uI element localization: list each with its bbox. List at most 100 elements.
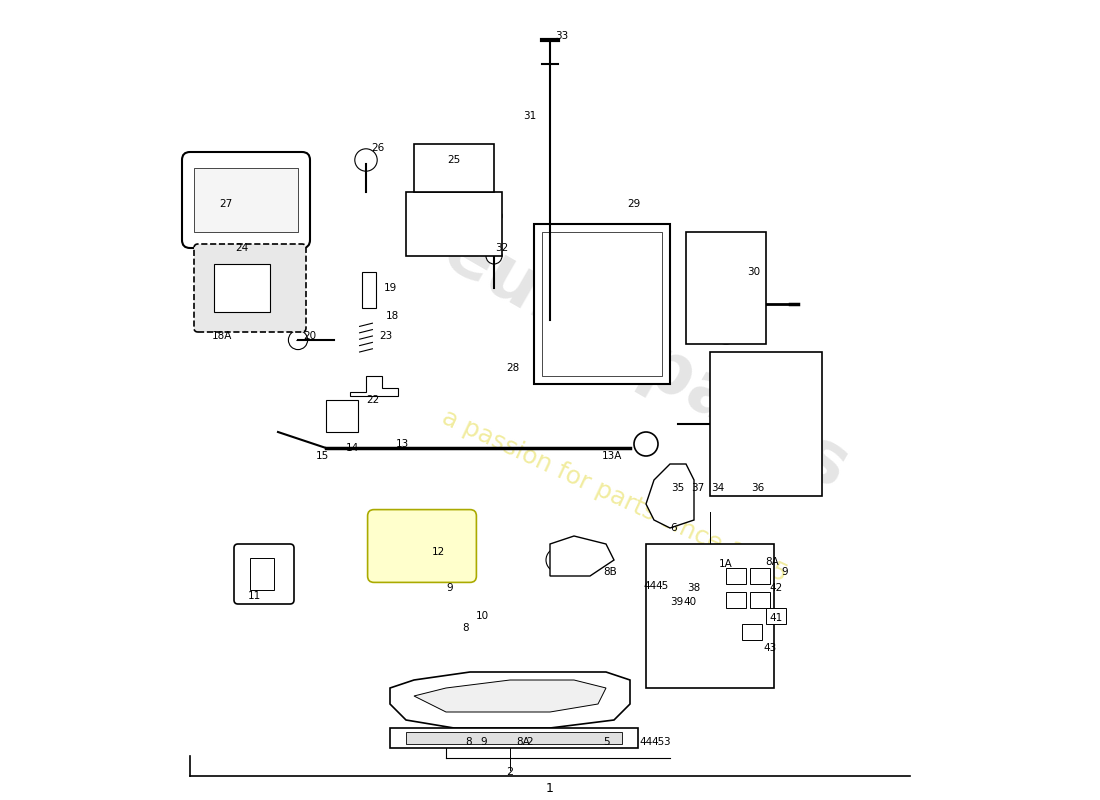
Text: 40: 40	[683, 597, 696, 606]
Bar	[766, 608, 786, 624]
Polygon shape	[390, 672, 630, 728]
Text: 13A: 13A	[602, 451, 623, 461]
Text: 45: 45	[656, 581, 669, 590]
Circle shape	[730, 571, 740, 581]
Text: 19: 19	[384, 283, 397, 293]
Bar	[390, 728, 638, 748]
Text: 35: 35	[671, 483, 684, 493]
Bar	[250, 558, 274, 590]
Text: 9: 9	[447, 583, 453, 593]
Text: 9: 9	[781, 567, 788, 577]
Text: 36: 36	[751, 483, 764, 493]
Circle shape	[710, 264, 742, 296]
Circle shape	[742, 640, 758, 656]
Text: 38: 38	[688, 583, 701, 593]
Text: 20: 20	[304, 331, 317, 341]
Text: 2: 2	[527, 737, 534, 746]
Circle shape	[798, 368, 814, 384]
Text: 44: 44	[644, 581, 657, 590]
Polygon shape	[414, 680, 606, 712]
Circle shape	[755, 595, 764, 605]
Bar	[414, 144, 494, 192]
Text: 30: 30	[747, 267, 760, 277]
Text: 23: 23	[379, 331, 393, 341]
Circle shape	[798, 464, 814, 480]
Circle shape	[554, 324, 578, 348]
Text: 24: 24	[235, 243, 249, 253]
Text: 45: 45	[651, 737, 664, 746]
Circle shape	[604, 694, 624, 714]
Text: 41: 41	[770, 613, 783, 622]
Text: 44: 44	[639, 737, 652, 746]
Bar	[542, 232, 662, 376]
Bar	[710, 352, 822, 496]
FancyBboxPatch shape	[182, 152, 310, 248]
Text: 8: 8	[465, 737, 472, 746]
Circle shape	[730, 595, 740, 605]
Polygon shape	[646, 464, 694, 528]
Bar	[750, 592, 770, 608]
Text: 28: 28	[506, 363, 519, 373]
Bar	[534, 224, 670, 384]
Text: 3: 3	[662, 737, 669, 746]
Circle shape	[771, 611, 780, 621]
Circle shape	[486, 248, 502, 264]
Text: 2: 2	[506, 767, 514, 777]
Text: 37: 37	[692, 483, 705, 493]
Text: 6: 6	[671, 523, 678, 533]
Text: 34: 34	[712, 483, 725, 493]
Text: 33: 33	[556, 31, 569, 41]
Circle shape	[718, 368, 734, 384]
FancyBboxPatch shape	[194, 244, 306, 332]
Circle shape	[550, 240, 582, 272]
Text: 22: 22	[366, 395, 379, 405]
Circle shape	[710, 312, 742, 344]
Text: 15: 15	[316, 451, 329, 461]
Circle shape	[621, 240, 654, 272]
Circle shape	[755, 571, 764, 581]
Text: 9: 9	[481, 737, 487, 746]
Text: 1A: 1A	[719, 559, 733, 569]
Bar	[406, 732, 621, 744]
Circle shape	[417, 699, 427, 709]
Circle shape	[438, 192, 470, 224]
Text: 8B: 8B	[603, 567, 617, 577]
Circle shape	[634, 432, 658, 456]
Bar	[686, 232, 766, 344]
FancyBboxPatch shape	[234, 544, 294, 604]
Circle shape	[747, 627, 757, 637]
Circle shape	[742, 560, 758, 576]
Text: 5: 5	[603, 737, 609, 746]
FancyBboxPatch shape	[367, 510, 476, 582]
Bar	[726, 568, 746, 584]
Text: 8: 8	[463, 623, 470, 633]
Circle shape	[662, 640, 678, 656]
Bar	[726, 592, 746, 608]
Bar	[750, 568, 770, 584]
Text: 14: 14	[345, 443, 359, 453]
Polygon shape	[350, 376, 398, 396]
Circle shape	[718, 464, 734, 480]
Text: 39: 39	[670, 597, 683, 606]
Text: 12: 12	[431, 547, 444, 557]
Text: 18A: 18A	[212, 331, 232, 341]
Circle shape	[336, 410, 349, 422]
Text: 1: 1	[546, 782, 554, 794]
Text: 10: 10	[475, 611, 488, 621]
Circle shape	[486, 208, 502, 224]
Bar	[646, 544, 774, 688]
Text: 31: 31	[524, 111, 537, 121]
Circle shape	[355, 149, 377, 171]
Polygon shape	[550, 536, 614, 576]
Text: 13: 13	[395, 439, 408, 449]
Circle shape	[288, 330, 308, 350]
Text: 27: 27	[219, 199, 232, 209]
Text: 26: 26	[372, 143, 385, 153]
Text: a passion for parts since 1985: a passion for parts since 1985	[438, 405, 791, 587]
Text: 32: 32	[495, 243, 508, 253]
Text: 25: 25	[448, 155, 461, 165]
Text: 18: 18	[386, 311, 399, 321]
Bar	[742, 624, 762, 640]
Text: 43: 43	[763, 643, 777, 653]
Bar	[194, 168, 298, 232]
